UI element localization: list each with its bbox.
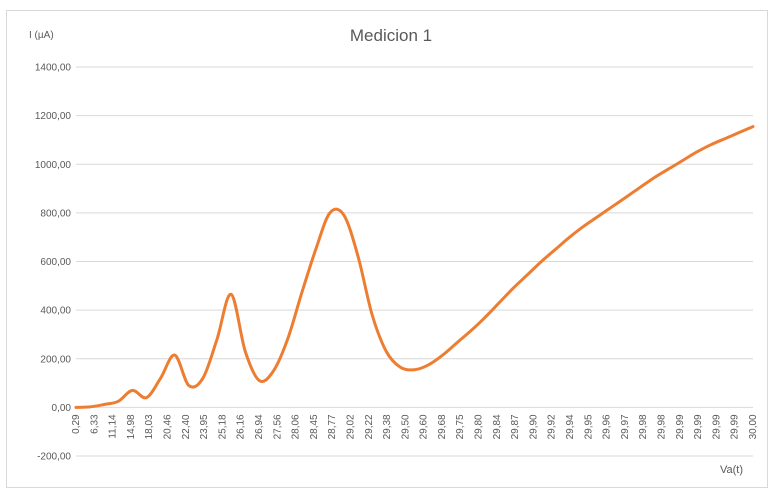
y-tick-label: 400,00 [40, 306, 71, 317]
y-tick-label: 1000,00 [35, 160, 72, 171]
x-tick-label: 18,03 [144, 414, 155, 439]
x-tick-label: 29,96 [602, 414, 613, 439]
x-tick-label: 29,99 [711, 414, 722, 439]
x-tick-label: 29,68 [437, 414, 448, 439]
x-tick-label: 11,14 [108, 414, 119, 439]
x-tick-label: 26,16 [236, 414, 247, 439]
x-tick-label: 14,98 [126, 414, 137, 439]
y-tick-label: 800,00 [40, 208, 71, 219]
x-tick-label: 28,45 [309, 414, 320, 439]
y-tick-label: 1200,00 [35, 111, 72, 122]
x-tick-label: 29,99 [730, 414, 741, 439]
x-tick-label: 22,40 [181, 414, 192, 439]
y-axis-label: I (µA) [29, 30, 54, 41]
y-tick-label: 1400,00 [35, 63, 72, 74]
x-tick-label: 28,77 [327, 414, 338, 439]
x-tick-label: 25,18 [217, 414, 228, 439]
x-tick-label: 29,02 [345, 414, 356, 439]
grid-layer [76, 66, 753, 457]
x-tick-label: 28,06 [291, 414, 302, 439]
x-tick-label: 29,95 [583, 414, 594, 439]
x-tick-label: 29,50 [400, 414, 411, 439]
x-tick-label: 29,84 [492, 414, 503, 439]
x-tick-label: 29,60 [419, 414, 430, 439]
x-tick-label: 29,92 [547, 414, 558, 439]
x-tick-label: 29,22 [364, 414, 375, 439]
x-tick-label: 29,87 [510, 414, 521, 439]
y-tick-label: -200,00 [37, 452, 71, 463]
chart-svg: Medicion 1 I (µA) Va(t) -200,00 0,00 200,0… [29, 26, 759, 476]
x-tick-label: 29,99 [675, 414, 686, 439]
x-tick-label: 29,98 [638, 414, 649, 439]
y-tick-label: 600,00 [40, 257, 71, 268]
series-line-0 [74, 125, 755, 409]
x-tick-label: 29,97 [620, 414, 631, 439]
x-tick-label: 29,38 [382, 414, 393, 439]
y-tick-label: 0,00 [52, 403, 72, 414]
x-tick-label: 27,56 [272, 414, 283, 439]
x-tick-label: 26,94 [254, 414, 265, 439]
x-tick-label: 30,00 [748, 414, 759, 439]
x-tick-label: 0,29 [71, 414, 82, 434]
x-axis-label: Va(t) [720, 464, 743, 476]
x-tick-label: 23,95 [199, 414, 210, 439]
series-layer [74, 125, 755, 409]
x-tick-label: 29,80 [474, 414, 485, 439]
x-tick-label: 29,90 [528, 414, 539, 439]
x-tick-label: 20,46 [162, 414, 173, 439]
x-tick-label: 29,98 [657, 414, 668, 439]
x-tick-labels: 0,29 6,33 11,14 14,98 18,03 20,46 22,40 23,95 25… [71, 414, 759, 439]
x-tick-label: 29,99 [693, 414, 704, 439]
x-tick-label: 6,33 [89, 414, 100, 434]
chart-title: Medicion 1 [350, 26, 432, 45]
y-tick-labels: -200,00 0,00 200,00 400,00 600,00 800,00 1000,… [35, 63, 72, 463]
y-tick-label: 200,00 [40, 354, 71, 365]
x-tick-label: 29,94 [565, 414, 576, 439]
x-tick-label: 29,75 [455, 414, 466, 439]
chart-frame: Medicion 1 I (µA) Va(t) -200,00 0,00 200,0… [6, 10, 768, 488]
